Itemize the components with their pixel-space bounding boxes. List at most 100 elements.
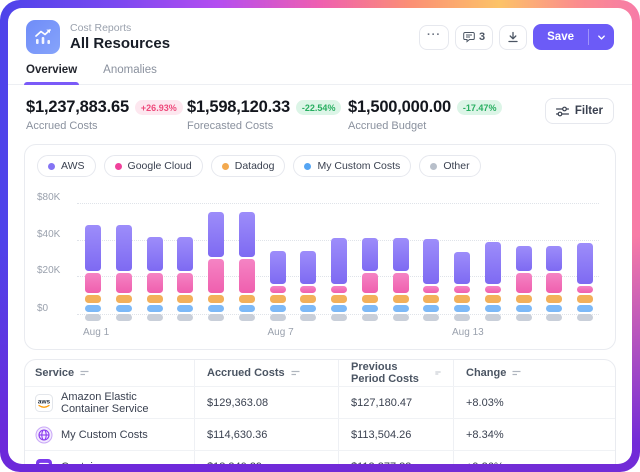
column-label: Service — [35, 367, 75, 379]
download-button[interactable] — [499, 24, 528, 50]
bar-segment-custom — [577, 305, 593, 312]
header: Cost Reports All Resources ··· 3 — [8, 8, 632, 54]
bar-Aug 2[interactable] — [115, 225, 132, 321]
column-header-accrued-costs[interactable]: Accrued Costs — [194, 360, 338, 386]
my-custom-costs-icon — [35, 426, 53, 444]
kpi-accrued-costs: $1,237,883.65 +26.93% Accrued Costs — [26, 98, 187, 132]
previous-cost-cell: $113,377.83 — [338, 451, 453, 464]
bar-segment-datadog — [454, 295, 470, 303]
table-row[interactable]: aws Amazon Elastic Container Service $12… — [25, 386, 615, 418]
legend-label: My Custom Costs — [317, 160, 401, 172]
bar-segment-other — [361, 314, 378, 321]
column-header-previous-period-costs[interactable]: Previous Period Costs — [338, 360, 453, 386]
legend-label: Datadog — [234, 160, 275, 172]
legend-item-aws[interactable]: AWS — [37, 155, 96, 177]
aws-icon: aws — [35, 393, 53, 412]
svg-text:aws: aws — [38, 398, 51, 405]
bar-Aug 4[interactable] — [177, 237, 194, 321]
kpi-row: $1,237,883.65 +26.93% Accrued Costs $1,5… — [8, 85, 632, 132]
bar-segment-datadog — [238, 295, 255, 303]
stacked-bar-chart: $80K $40K $20K $0 Aug 1 Aug 7 Aug 13 — [37, 191, 599, 341]
legend-item-my-custom-costs[interactable]: My Custom Costs — [293, 155, 412, 177]
chart-card: AWS Google Cloud Datadog My Custom Costs… — [24, 144, 616, 350]
bar-Aug 14[interactable] — [484, 242, 501, 321]
bar-segment-custom — [423, 305, 440, 312]
filter-button[interactable]: Filter — [544, 98, 614, 124]
bar-segment-google — [515, 273, 532, 293]
bar-segment-google — [331, 286, 347, 293]
save-button[interactable]: Save — [533, 24, 588, 50]
bar-segment-google — [146, 273, 163, 293]
sort-icon — [80, 370, 89, 376]
sort-icon — [435, 371, 441, 375]
legend-dot — [430, 162, 438, 170]
bar-segment-aws — [146, 237, 163, 271]
bar-segment-custom — [115, 305, 132, 312]
bar-segment-aws — [361, 238, 378, 271]
bar-segment-other — [484, 314, 501, 321]
tab-overview[interactable]: Overview — [23, 64, 80, 85]
comments-button[interactable]: 3 — [455, 24, 494, 50]
table-header-row: Service Accrued Costs Previous Period Co… — [25, 360, 615, 386]
accrued-cost-cell: $129,363.08 — [194, 387, 338, 418]
legend-item-datadog[interactable]: Datadog — [210, 155, 286, 177]
bar-Aug 5[interactable] — [208, 212, 224, 321]
column-label: Accrued Costs — [207, 367, 285, 379]
column-header-change[interactable]: Change — [453, 360, 615, 386]
bar-Aug 1[interactable]: Aug 1 — [83, 225, 109, 338]
ellipsis-icon: ··· — [427, 29, 442, 41]
accrued-cost-cell: $18,340.39 — [194, 451, 338, 464]
bar-segment-aws — [208, 212, 224, 257]
tab-anomalies[interactable]: Anomalies — [103, 64, 157, 76]
column-header-service[interactable]: Service — [25, 360, 194, 386]
legend-dot — [48, 162, 55, 170]
bar-segment-custom — [85, 305, 101, 312]
bar-Aug 7[interactable]: Aug 7 — [268, 251, 294, 338]
kpi-value: $1,500,000.00 — [348, 98, 451, 116]
bar-segment-datadog — [331, 295, 347, 303]
bar-segment-custom — [177, 305, 194, 312]
bar-segment-other — [454, 314, 470, 321]
bar-segment-other — [300, 314, 317, 321]
services-table: Service Accrued Costs Previous Period Co… — [24, 359, 616, 464]
bar-Aug 8[interactable] — [300, 251, 317, 321]
bar-segment-google — [361, 273, 378, 293]
bar-segment-other — [177, 314, 194, 321]
bar-Aug 15[interactable] — [515, 246, 532, 321]
bar-segment-other — [269, 314, 286, 321]
save-dropdown-button[interactable] — [589, 24, 614, 50]
bar-segment-other — [546, 314, 563, 321]
bar-segment-custom — [546, 305, 563, 312]
bar-Aug 10[interactable] — [361, 238, 378, 321]
x-tick-label: Aug 13 — [452, 327, 484, 338]
previous-cost-cell: $127,180.47 — [338, 387, 453, 418]
bar-segment-google — [423, 286, 440, 293]
bar-Aug 16[interactable] — [546, 246, 563, 321]
bar-Aug 3[interactable] — [146, 237, 163, 321]
legend-item-other[interactable]: Other — [419, 155, 481, 177]
legend-item-google-cloud[interactable]: Google Cloud — [103, 155, 203, 177]
bar-Aug 12[interactable] — [423, 239, 440, 321]
table-row[interactable]: Container $18,340.39 $113,377.83 +9.26% — [25, 450, 615, 464]
container-icon — [35, 458, 53, 464]
bar-Aug 6[interactable] — [238, 212, 255, 321]
change-cell: +8.03% — [453, 387, 615, 418]
more-button[interactable]: ··· — [419, 24, 450, 50]
bar-segment-datadog — [361, 295, 378, 303]
column-label: Previous Period Costs — [351, 361, 419, 385]
bar-segment-custom — [269, 305, 286, 312]
kpi-delta-badge: -22.54% — [295, 100, 342, 115]
service-name: Amazon Elastic Container Service — [61, 390, 149, 415]
bar-Aug 17[interactable] — [577, 243, 593, 321]
bar-segment-google — [177, 273, 194, 293]
bar-Aug 11[interactable] — [392, 238, 409, 321]
bar-segment-custom — [300, 305, 317, 312]
bar-Aug 13[interactable]: Aug 13 — [452, 252, 484, 338]
bar-segment-datadog — [484, 295, 501, 303]
bar-segment-datadog — [546, 295, 563, 303]
bar-segment-custom — [515, 305, 532, 312]
kpi-label: Accrued Costs — [26, 120, 98, 132]
table-row[interactable]: My Custom Costs $114,630.36 $113,504.26 … — [25, 418, 615, 450]
bar-Aug 9[interactable] — [331, 238, 347, 321]
